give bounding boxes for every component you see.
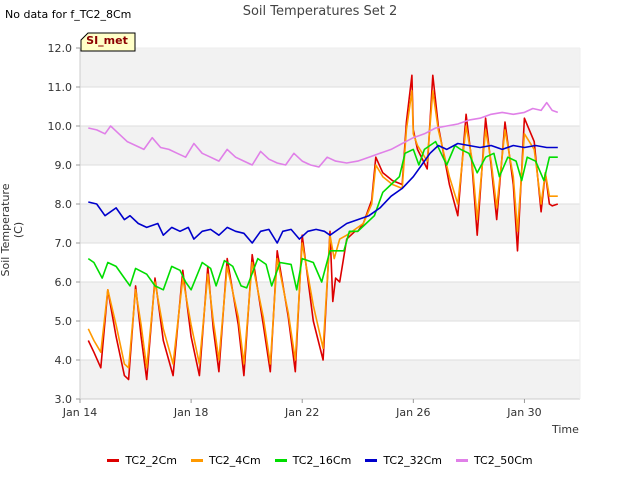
legend-label: TC2_4Cm	[209, 454, 261, 467]
y-tick-label: 6.0	[55, 276, 73, 289]
legend-label: TC2_50Cm	[473, 454, 533, 467]
y-tick-label: 11.0	[48, 81, 73, 94]
grid-band	[80, 360, 580, 399]
axes	[79, 47, 581, 400]
no-data-note: No data for f_TC2_8Cm	[5, 8, 132, 21]
y-tick-label: 12.0	[48, 42, 73, 55]
legend-label: TC2_32Cm	[383, 454, 442, 467]
y-tick-label: 9.0	[55, 159, 73, 172]
legend-item: TC2_16Cm	[274, 454, 352, 467]
legend-swatch	[365, 459, 378, 462]
y-tick-label: 4.0	[55, 354, 73, 367]
series-line-tc2-50cm	[88, 101, 559, 168]
legend-swatch	[274, 459, 287, 462]
x-tick-label: Jan 26	[395, 406, 430, 419]
series-lines	[87, 74, 559, 381]
series-line-tc2-32cm	[88, 142, 558, 244]
grid-band	[80, 48, 580, 87]
y-tick-label: 7.0	[55, 237, 73, 250]
x-axis-ticks: Jan 14 Jan 18 Jan 22 Jan 26 Jan 30	[62, 399, 542, 419]
x-axis-label: Time	[552, 423, 579, 436]
y-axis-ticks: 3.0 4.0 5.0 6.0 7.0 8.0 9.0 10.0 11.0 12.0	[48, 42, 80, 406]
legend-swatch	[191, 459, 204, 462]
legend-swatch	[107, 459, 120, 462]
legend-item: TC2_2Cm	[107, 454, 177, 467]
legend-swatch	[455, 459, 468, 462]
chart-title: Soil Temperatures Set 2	[242, 4, 398, 19]
y-axis-label: Soil Temperature (C)	[0, 183, 25, 277]
y-tick-label: 10.0	[48, 120, 73, 133]
legend-item: TC2_4Cm	[191, 454, 261, 467]
plot-background-bands	[80, 48, 580, 399]
x-tick-label: Jan 18	[173, 406, 208, 419]
legend-label: TC2_16Cm	[292, 454, 352, 467]
legend-label: TC2_2Cm	[125, 454, 178, 467]
series-line-tc2-4cm	[87, 90, 558, 369]
series-line-tc2-16cm	[87, 140, 558, 291]
x-tick-label: Jan 22	[284, 406, 319, 419]
y-tick-label: 5.0	[55, 315, 73, 328]
legend-item: TC2_32Cm	[365, 454, 442, 467]
y-tick-label: 8.0	[55, 198, 73, 211]
x-tick-label: Jan 14	[62, 406, 97, 419]
site-label-box	[80, 32, 136, 52]
legend-item: TC2_50Cm	[455, 454, 533, 467]
legend: TC2_2Cm TC2_4Cm TC2_16Cm TC2_32Cm TC2_50Cm	[0, 454, 640, 467]
site-label: SI_met	[86, 34, 128, 47]
x-tick-label: Jan 30	[506, 406, 541, 419]
y-tick-label: 3.0	[55, 393, 73, 406]
